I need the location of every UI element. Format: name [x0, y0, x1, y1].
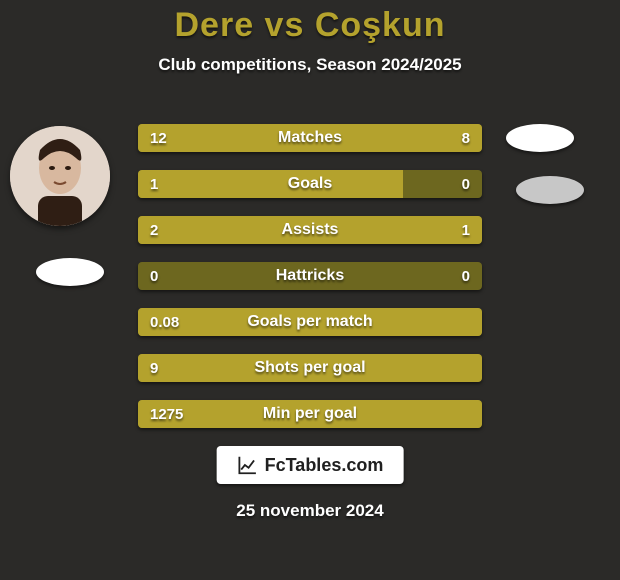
comparison-card: Dere vs Coşkun Club competitions, Season… — [0, 0, 620, 580]
stat-bar-row: 128Matches — [138, 124, 482, 152]
stat-bar-row: 9Shots per goal — [138, 354, 482, 382]
player-left-avatar — [10, 126, 110, 226]
stat-bar-row: 1275Min per goal — [138, 400, 482, 428]
source-logo-box: FcTables.com — [217, 446, 404, 484]
date-label: 25 november 2024 — [0, 501, 620, 521]
stat-bar-row: 0.08Goals per match — [138, 308, 482, 336]
stat-bars: 128Matches 10Goals 21Assists 00Hattricks 0.0… — [138, 124, 482, 446]
player-right-club-badge-1 — [506, 124, 574, 152]
chart-icon — [237, 454, 259, 476]
page-title: Dere vs Coşkun — [0, 0, 620, 45]
stat-bar-row: 00Hattricks — [138, 262, 482, 290]
player-left-club-badge — [36, 258, 104, 286]
stat-bar-row: 21Assists — [138, 216, 482, 244]
player-right-club-badge-2 — [516, 176, 584, 204]
person-icon — [10, 126, 110, 226]
stat-bar-row: 10Goals — [138, 170, 482, 198]
source-logo-text: FcTables.com — [265, 455, 384, 476]
page-subtitle: Club competitions, Season 2024/2025 — [0, 55, 620, 75]
